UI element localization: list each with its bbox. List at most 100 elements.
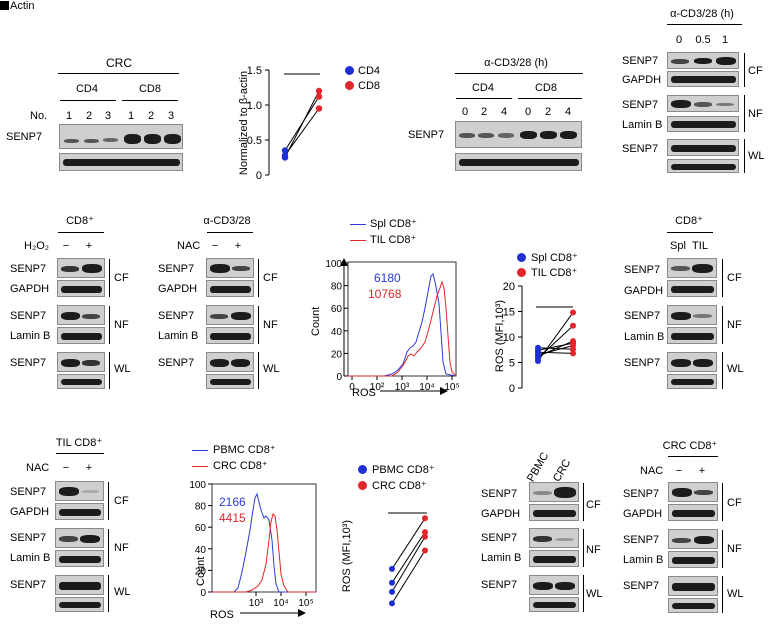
y-tick-label: 20 [331, 349, 343, 360]
lane-label: 0 [675, 34, 683, 46]
fraction-bracket [258, 306, 259, 344]
blot [667, 305, 717, 325]
y-tick-label: 10 [503, 332, 515, 344]
row-label: GAPDH [481, 508, 521, 520]
fraction-label: WL [114, 363, 131, 375]
point-crc [422, 533, 428, 540]
point-pbmc [389, 588, 395, 595]
lane-label: 4 [564, 106, 572, 118]
row-label: SENP7 [10, 486, 47, 498]
y-tick-label: 0 [256, 170, 262, 182]
x-tick-label: 10⁴ [273, 598, 288, 609]
pair-line [391, 518, 426, 570]
legend-label: PBMC CD8⁺ [372, 464, 435, 476]
row-label: SENP7 [10, 263, 47, 275]
y-ticks: 0 0.5 1.0 1.5 [247, 65, 269, 182]
y-tick-label: 1.5 [247, 65, 262, 77]
row-label: Lamin B [623, 554, 664, 566]
row-label: GAPDH [158, 283, 198, 295]
blot [55, 550, 104, 567]
legend-line [350, 224, 366, 225]
divider [58, 73, 179, 74]
y-axis-label: ROS (MFI,10³) [494, 300, 506, 372]
legend-label: PBMC CD8⁺ [213, 444, 276, 456]
x-axis-label: ROS [210, 609, 234, 621]
pair-line [537, 342, 574, 351]
row-label: SENP7 [6, 131, 43, 143]
lane-label: 2 [480, 106, 488, 118]
point-til [570, 340, 576, 347]
row-label: Lamin B [481, 552, 522, 564]
fraction-label: CF [114, 495, 129, 507]
histogram-spl [348, 273, 457, 377]
panel-b-chart: Normalized to β-actin 0 0.5 1.0 1.5 [238, 65, 323, 182]
fraction-bracket [722, 352, 723, 389]
y-axis-label: ROS (MFI,10³) [341, 520, 353, 592]
lane-label: 3 [104, 110, 112, 122]
pair-line [284, 108, 320, 156]
point-cd4 [281, 152, 289, 159]
fraction-bracket [722, 306, 723, 344]
y-tick-label: 40 [195, 545, 207, 556]
legend-label: Spl CD8⁺ [370, 218, 417, 230]
pair-line [391, 536, 426, 593]
x-tick-label: 10⁴ [419, 382, 434, 393]
row-label: Lamin B [158, 330, 199, 342]
blot-senp7 [455, 121, 582, 148]
data-points [281, 87, 323, 161]
x-tick-label: 0 [349, 382, 355, 393]
subset-label: CD4 [75, 83, 99, 95]
blot [668, 551, 718, 568]
fraction-label: CF [586, 499, 601, 511]
blot-actin [455, 153, 582, 171]
lane-label: 2 [544, 106, 552, 118]
blot [667, 258, 717, 278]
blot [55, 597, 104, 612]
histogram-crc [212, 513, 316, 593]
blot [668, 482, 718, 502]
blot [667, 327, 717, 344]
x-axis-label: ROS [352, 387, 376, 399]
fraction-bracket [583, 529, 584, 567]
point-spl [535, 344, 541, 351]
fraction-bracket [109, 259, 110, 297]
blot [668, 576, 718, 596]
fraction-label: WL [263, 363, 280, 375]
divider [58, 232, 104, 233]
blot [57, 280, 105, 297]
lane-label: 1 [721, 34, 729, 46]
legend-label: CRC CD8⁺ [372, 480, 427, 492]
x-tick-label: 10⁵ [444, 382, 459, 393]
y-tick-label: 80 [195, 502, 207, 513]
legend-label: CD4 [358, 65, 381, 77]
header-label: TIL CD8⁺ [55, 437, 103, 449]
point-pbmc [389, 600, 395, 607]
point-til [570, 309, 576, 316]
fraction-label: NF [748, 108, 763, 120]
x-tick-label: 10³ [395, 382, 410, 393]
pair-line [391, 531, 426, 583]
pair-line [284, 96, 320, 151]
blot-actin [59, 153, 183, 171]
histogram-pbmc [212, 492, 316, 593]
fraction-bracket [109, 352, 110, 389]
fraction-label: WL [748, 150, 765, 162]
point-crc [422, 547, 428, 554]
fraction-label: WL [586, 588, 603, 600]
lane-label: PBMC [525, 450, 552, 484]
row-label: SENP7 [408, 129, 445, 141]
row-label: SENP7 [158, 310, 195, 322]
row-label: Lamin B [624, 331, 665, 343]
legend-dot [358, 465, 367, 474]
fraction-label: NF [114, 542, 129, 554]
y-tick-label: 0.5 [247, 135, 262, 147]
histogram-til [348, 280, 457, 377]
fraction-bracket [258, 259, 259, 297]
row-label: SENP7 [623, 580, 660, 592]
subset-label: CD8 [534, 82, 558, 94]
sign-label: + [85, 462, 93, 474]
divider [518, 98, 582, 99]
lane-label: 3 [167, 110, 175, 122]
sign-label: − [62, 462, 70, 474]
legend-dot [358, 481, 367, 490]
